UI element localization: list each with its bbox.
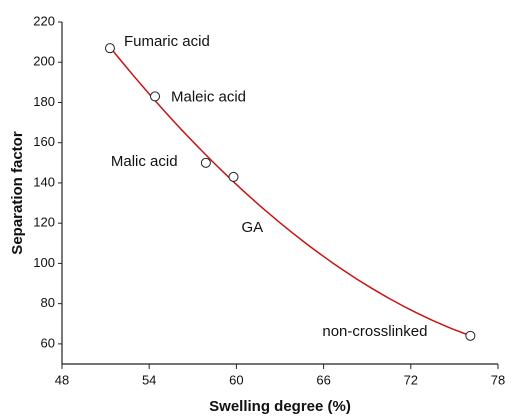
point [150,91,161,102]
y-tick-label: 120 [33,215,55,230]
x-axis-title: Swelling degree (%) [209,398,351,415]
point [465,330,476,341]
point [200,157,211,168]
fit-curve [109,46,471,337]
y-tick-label: 100 [33,255,55,270]
x-tick-label: 78 [491,372,505,387]
point-label: Fumaric acid [124,33,210,50]
point-label: non-crosslinked [322,323,427,340]
x-tick-label: 60 [229,372,243,387]
x-tick-label: 54 [142,372,156,387]
x-tick-label: 72 [404,372,418,387]
y-tick-label: 60 [41,335,55,350]
y-tick-label: 160 [33,134,55,149]
x-tick-label: 66 [316,372,330,387]
point [228,171,239,182]
y-tick-label: 80 [41,295,55,310]
point-label: Maleic acid [171,88,246,105]
point-label: GA [241,219,263,236]
y-tick-label: 180 [33,94,55,109]
y-tick-label: 140 [33,174,55,189]
point [104,43,115,54]
x-tick-label: 48 [55,372,69,387]
y-axis-title: Separation factor [9,131,26,255]
point-label: Malic acid [111,153,178,170]
y-tick-label: 220 [33,13,55,28]
y-tick-label: 200 [33,54,55,69]
